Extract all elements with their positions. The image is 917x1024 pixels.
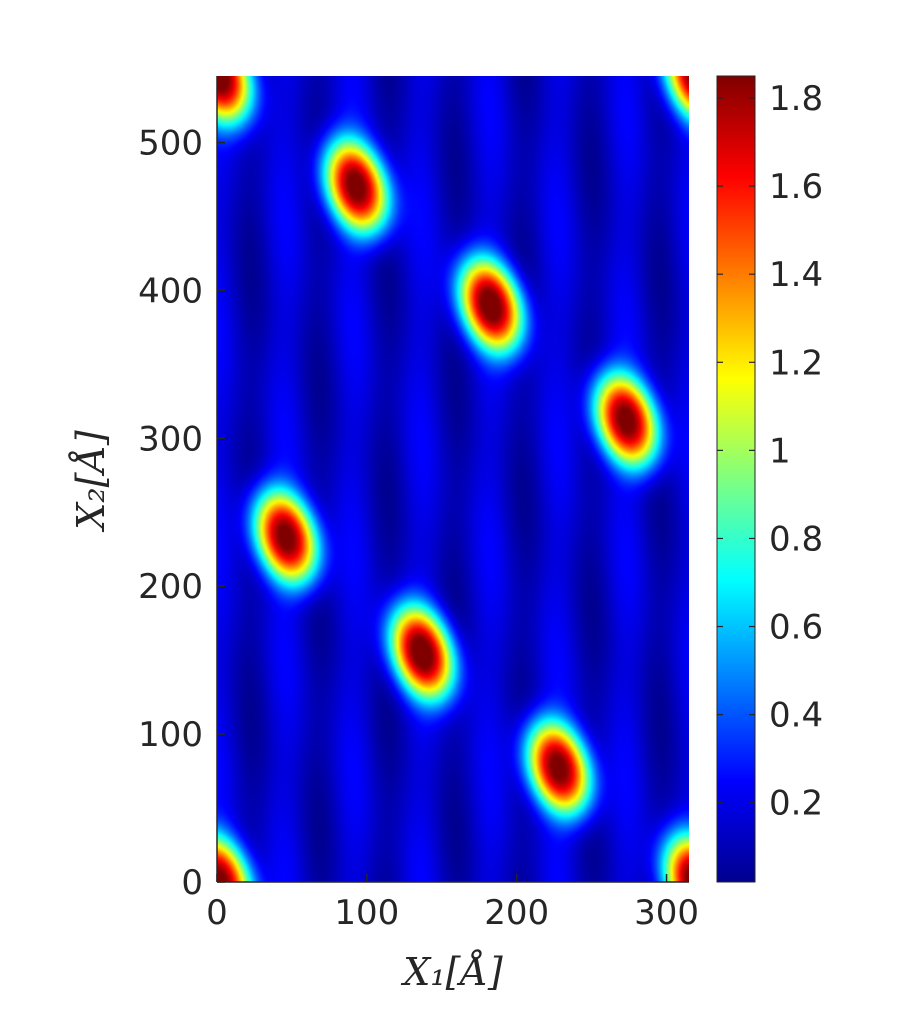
x-tick-label: 100 xyxy=(334,893,399,933)
colorbar-ticks: 0.2 0.4 0.6 0.8 1 1.2 1.4 1.6 1.8 xyxy=(717,79,823,824)
colorbar-tick-label: 0.4 xyxy=(769,696,823,736)
heatmap-image xyxy=(217,76,689,882)
y-tick-label: 300 xyxy=(138,419,203,459)
colorbar-tick-label: 1.4 xyxy=(769,255,823,295)
y-tick-label: 200 xyxy=(138,567,203,607)
x-tick-label: 0 xyxy=(206,893,228,933)
y-tick-label: 400 xyxy=(138,271,203,311)
x-tick-label: 300 xyxy=(634,893,699,933)
x-tick-label: 200 xyxy=(484,893,549,933)
colorbar-tick-label: 1 xyxy=(769,431,791,471)
colorbar-gradient xyxy=(716,75,756,883)
y-tick-label: 100 xyxy=(138,715,203,755)
y-axis-label: X₂[Å] xyxy=(69,430,113,533)
y-tick-label: 0 xyxy=(181,863,203,903)
colorbar-tick-label: 1.6 xyxy=(769,167,823,207)
y-axis: 0 100 200 300 400 500 xyxy=(138,124,225,903)
y-tick-label: 500 xyxy=(138,124,203,164)
plot-area xyxy=(217,76,689,882)
x-axis-label: X₁[Å] xyxy=(400,950,503,994)
colorbar-tick-label: 0.2 xyxy=(769,784,823,824)
colorbar-tick-label: 0.6 xyxy=(769,608,823,648)
x-axis: 0 100 200 300 xyxy=(206,874,699,933)
colorbar-tick-label: 1.2 xyxy=(769,343,823,383)
colorbar-tick-label: 0.8 xyxy=(769,519,823,559)
colorbar-tick-label: 1.8 xyxy=(769,79,823,119)
colorbar: 0.2 0.4 0.6 0.8 1 1.2 1.4 1.6 1.8 xyxy=(716,75,823,883)
